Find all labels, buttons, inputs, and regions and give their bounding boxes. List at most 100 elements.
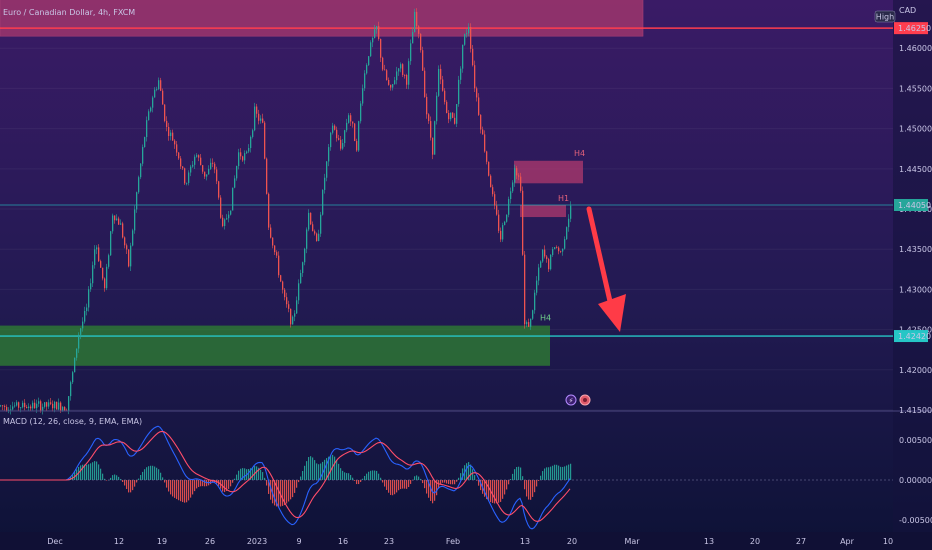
macd-histogram-bar <box>492 480 494 503</box>
time-tick: 20 <box>567 537 577 546</box>
macd-histogram-bar <box>340 468 342 480</box>
candle-body <box>374 29 376 38</box>
macd-histogram-bar <box>86 464 88 480</box>
macd-histogram-bar <box>494 480 496 504</box>
macd-histogram-bar <box>470 464 472 480</box>
red-level-badge-bg <box>894 22 928 35</box>
macd-line <box>0 425 571 530</box>
macd-histogram-bar <box>94 461 96 480</box>
macd-histogram-bar <box>434 480 436 501</box>
macd-histogram-bar <box>280 480 282 507</box>
macd-histogram-bar <box>496 480 498 504</box>
candle-body <box>420 33 422 51</box>
macd-histogram-bar <box>284 480 286 506</box>
macd-histogram-bar <box>142 471 144 480</box>
macd-histogram-bar <box>472 469 474 480</box>
candle-body <box>290 308 292 325</box>
macd-histogram-bar <box>360 480 362 482</box>
candle-body <box>108 255 110 267</box>
h4-supply-label: H4 <box>574 149 585 158</box>
candle-body <box>528 322 530 327</box>
macd-histogram-bar <box>460 473 462 480</box>
candle-body <box>384 69 386 71</box>
candle-body <box>238 152 240 167</box>
macd-histogram-bar <box>74 472 76 480</box>
macd-histogram-bar <box>418 476 420 480</box>
macd-histogram-bar <box>316 463 318 480</box>
candle-body <box>512 182 514 192</box>
candle-body <box>126 245 128 250</box>
macd-histogram-bar <box>252 467 254 480</box>
macd-histogram-bar <box>250 468 252 480</box>
candle-body <box>368 56 370 66</box>
candle-body <box>30 406 32 409</box>
candle-body <box>554 247 556 250</box>
candle-body <box>504 221 506 226</box>
red-level-value: 1.46250 <box>898 24 931 33</box>
macd-histogram-bar <box>188 480 190 501</box>
macd-histogram-bar <box>410 480 412 484</box>
candle-body <box>304 248 306 263</box>
candle-body <box>14 405 16 407</box>
candle-body <box>250 136 252 149</box>
macd-histogram-bar <box>488 480 490 501</box>
lightning-event-icon[interactable] <box>565 394 577 406</box>
macd-histogram-bar <box>232 480 234 483</box>
candle-body <box>494 194 496 206</box>
candle-body <box>300 272 302 284</box>
macd-histogram-bar <box>532 480 534 497</box>
time-axis-panel[interactable] <box>0 532 932 550</box>
candle-body <box>560 251 562 253</box>
candle-body <box>472 48 474 66</box>
candle-body <box>566 227 568 240</box>
macd-histogram-bar <box>370 470 372 480</box>
candle-body <box>358 121 360 151</box>
macd-histogram-bar <box>390 480 392 495</box>
candle-body <box>146 120 148 138</box>
macd-histogram-bar <box>550 466 552 480</box>
high-badge-bg <box>874 10 896 23</box>
macd-histogram-bar <box>170 480 172 495</box>
candle-body <box>268 193 270 228</box>
candle-body <box>40 401 42 411</box>
candle-body <box>48 402 50 407</box>
macd-histogram-bar <box>514 469 516 480</box>
bearish-projection-arrow[interactable] <box>586 206 626 333</box>
macd-histogram-bar <box>564 466 566 480</box>
candle-body <box>156 89 158 90</box>
event-icons[interactable]: ⚡ <box>565 394 591 406</box>
macd-histogram-bar <box>224 480 226 493</box>
candle-body <box>354 123 356 142</box>
candle-body <box>318 233 320 242</box>
time-axis-ticks: Dec 12 19 26 2023 9 16 23 Feb 13 20 Mar … <box>47 537 893 546</box>
macd-histogram-bar <box>468 462 470 480</box>
candle-body <box>332 125 334 133</box>
macd-histogram-bar <box>124 480 126 486</box>
candle-body <box>96 247 98 250</box>
candle-body <box>72 372 74 383</box>
macd-histogram-bar <box>296 480 298 488</box>
macd-histogram-bar <box>348 473 350 480</box>
candle-body <box>466 33 468 35</box>
candle-body <box>380 39 382 58</box>
candle-body <box>348 115 350 123</box>
price-axis-panel[interactable] <box>893 0 932 550</box>
candle-body <box>330 132 332 148</box>
macd-histogram-bar <box>292 480 294 498</box>
candle-body <box>346 122 348 131</box>
macd-histogram-bar <box>176 480 178 500</box>
macd-histogram-bar <box>130 480 132 493</box>
macd-histogram-bar <box>372 470 374 480</box>
symbol-title[interactable]: Euro / Canadian Dollar, 4h, FXCM <box>3 8 135 17</box>
candle-body <box>248 148 250 152</box>
candle-body <box>284 289 286 298</box>
candle-body <box>282 281 284 290</box>
candle-body <box>424 70 426 97</box>
macd-histogram-bar <box>484 480 486 497</box>
candle-body <box>252 130 254 137</box>
macd-histogram-bar <box>298 480 300 483</box>
candle-body <box>102 267 104 279</box>
macd-histogram-bar <box>404 480 406 489</box>
macd-histogram-bar <box>84 464 86 480</box>
